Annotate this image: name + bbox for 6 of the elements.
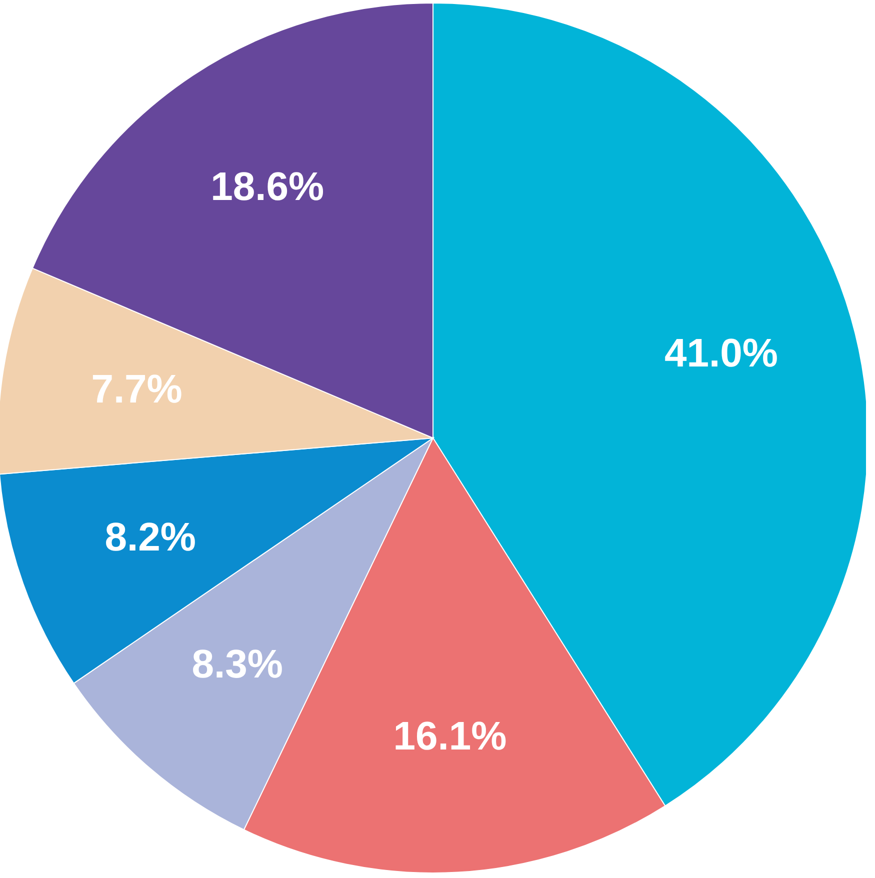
data-label: 7.7% — [91, 368, 182, 412]
data-label: 8.2% — [104, 515, 196, 560]
data-label: 41.0% — [664, 332, 778, 376]
data-label: 8.3% — [192, 642, 283, 686]
data-label: 16.1% — [393, 714, 507, 759]
data-label: 18.6% — [210, 164, 324, 209]
